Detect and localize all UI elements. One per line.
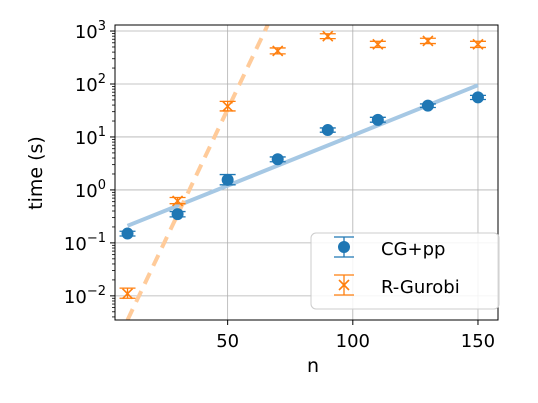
plot-frame [114, 24, 499, 321]
ticks: 50 100 150 10−2 10−1 100 101 102 103 [64, 19, 495, 352]
data-point [272, 45, 284, 57]
x-tick-label: 100 [336, 331, 370, 352]
y-axis-label: time (s) [25, 136, 47, 210]
data-point [471, 91, 484, 104]
legend-symbol [338, 241, 350, 253]
data-point [271, 153, 284, 166]
legend-label-cg-pp: CG+pp [381, 239, 445, 260]
data-point-stroke-b [472, 38, 484, 50]
data-point-stroke-b [172, 195, 184, 207]
data-point-stroke-b [222, 100, 234, 112]
legend-marker-r-gurobi [334, 274, 354, 296]
x-tick-label: 150 [461, 331, 495, 352]
data-point [321, 124, 334, 137]
series-1 [119, 30, 486, 300]
legend-box [310, 232, 500, 310]
grid [115, 25, 498, 320]
fit-line-1 [125, 25, 270, 320]
fit-lines [125, 25, 479, 320]
series-0 [119, 91, 486, 240]
data-point [222, 100, 234, 112]
legend-symbol-stroke-b [338, 279, 350, 291]
data-point [171, 208, 184, 221]
data-points [119, 30, 486, 300]
data-point-stroke-b [322, 30, 334, 42]
legend: CG+pp R-Gurobi [310, 232, 500, 310]
data-point [372, 38, 384, 50]
data-point [121, 227, 134, 240]
data-point-stroke-b [422, 35, 434, 47]
data-point-stroke-b [121, 288, 134, 300]
x-tick-label: 50 [216, 331, 239, 352]
y-tick-label: 100 [75, 178, 106, 202]
x-axis-label: n [307, 355, 319, 377]
y-tick-label: 10−2 [64, 284, 106, 308]
y-tick-label: 101 [75, 125, 106, 149]
data-point [221, 173, 234, 186]
fit-line-0 [126, 83, 479, 228]
data-point [172, 195, 184, 207]
data-point [472, 38, 484, 50]
data-point [422, 35, 434, 47]
legend-symbol [338, 279, 350, 291]
data-point [322, 30, 334, 42]
legend-marker-cg-pp [334, 236, 354, 258]
y-tick-label: 103 [75, 19, 106, 43]
data-point-stroke-b [372, 38, 384, 50]
legend-label-r-gurobi: R-Gurobi [381, 277, 460, 298]
y-tick-label: 102 [75, 72, 106, 96]
data-point [421, 99, 434, 112]
data-point [371, 113, 384, 126]
data-point-stroke-b [272, 45, 284, 57]
data-point [121, 288, 134, 300]
y-tick-label: 10−1 [64, 231, 106, 255]
